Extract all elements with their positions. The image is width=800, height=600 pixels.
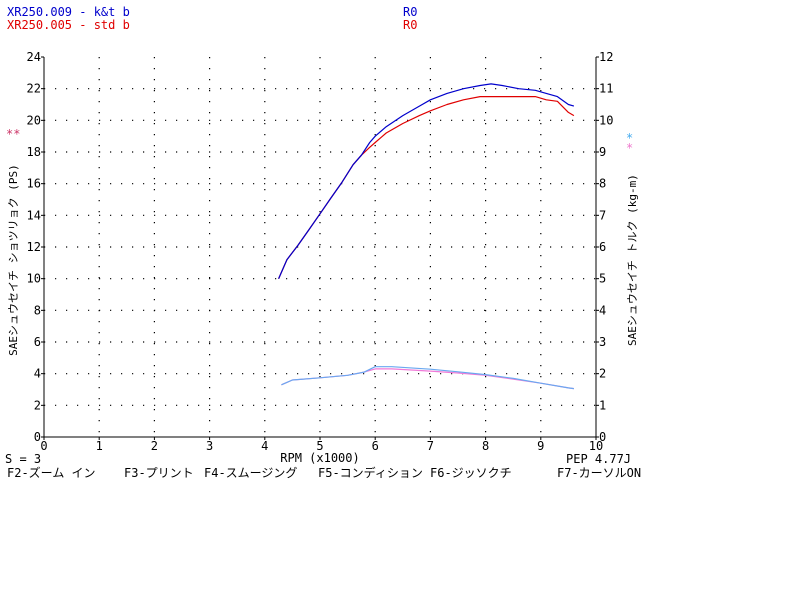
x-tick-label: 0: [40, 439, 47, 453]
series-lines: [278, 83, 575, 390]
y-right-tick-label: 6: [599, 240, 606, 254]
key-smoothing[interactable]: F4-スムージング: [204, 466, 298, 480]
x-tick-label: 2: [151, 439, 158, 453]
y-right-tick-label: 0: [599, 430, 606, 444]
key-condition[interactable]: F5-コンディション: [318, 466, 423, 480]
torque-line-run2: [281, 368, 574, 390]
x-tick-label: 10: [589, 439, 603, 453]
grid-dots: [44, 57, 596, 437]
power-line-run1: [278, 83, 575, 279]
y-left-tick-label: 2: [34, 398, 41, 412]
y-right-tick-label: 1: [599, 398, 606, 412]
torque-line-run1: [281, 366, 574, 390]
y-right-tick-label: 10: [599, 113, 613, 127]
x-tick-label: 5: [316, 439, 323, 453]
y-left-tick-label: 16: [27, 177, 41, 191]
y-right-tick-label: 4: [599, 303, 606, 317]
y-left-tick-label: 6: [34, 335, 41, 349]
x-axis-label: RPM (x1000): [280, 451, 360, 465]
y-left-tick-label: 24: [27, 50, 41, 64]
key-zoom-in[interactable]: F2-ズーム イン: [7, 466, 96, 480]
x-tick-label: 8: [482, 439, 489, 453]
y-right-tick-label: 5: [599, 272, 606, 286]
y-left-tick-label: 20: [27, 113, 41, 127]
tick-labels: 0 1 2 3 4 5 6 7 8 9 100246810121416182022240123456…: [27, 50, 614, 453]
y-right-tick-label: 3: [599, 335, 606, 349]
right-star-marker-bottom: *: [626, 141, 634, 155]
y-left-tick-label: 4: [34, 367, 41, 381]
x-tick-label: 1: [96, 439, 103, 453]
legend-run1: XR250.009 - k&t b: [7, 5, 130, 19]
x-tick-label: 7: [427, 439, 434, 453]
right-star-marker-top: *: [626, 131, 634, 145]
y-right-tick-label: 7: [599, 208, 606, 222]
y-right-axis-label: SAEシュウセイチ トルク (kg-m): [626, 174, 639, 346]
left-star-marker: **: [6, 127, 21, 141]
legend-run1-r: R0: [403, 5, 418, 19]
chart-axes: [41, 56, 599, 440]
x-tick-label: 6: [372, 439, 379, 453]
y-left-tick-label: 14: [27, 208, 41, 222]
y-left-tick-label: 0: [34, 430, 41, 444]
y-left-tick-label: 12: [27, 240, 41, 254]
y-left-tick-label: 18: [27, 145, 41, 159]
key-actual-value[interactable]: F6-ジッソクチ: [430, 466, 512, 480]
y-left-tick-label: 10: [27, 272, 41, 286]
x-tick-label: 9: [537, 439, 544, 453]
y-right-tick-label: 2: [599, 367, 606, 381]
y-right-tick-label: 9: [599, 145, 606, 159]
x-tick-label: 4: [261, 439, 268, 453]
pep-value: PEP 4.77J: [566, 452, 632, 466]
y-right-tick-label: 11: [599, 82, 613, 96]
y-right-tick-label: 8: [599, 177, 606, 191]
power-line-run2: [278, 95, 575, 279]
key-print[interactable]: F3-プリント: [124, 466, 194, 480]
smoothing-value: S = 3: [5, 452, 42, 466]
key-cursor-on[interactable]: F7-カーソルON: [557, 466, 642, 480]
y-left-axis-label: SAEシュウセイチ ショツリョク (PS): [7, 164, 20, 356]
legend-run2: XR250.005 - std b: [7, 18, 130, 32]
y-left-tick-label: 8: [34, 303, 41, 317]
x-tick-label: 3: [206, 439, 213, 453]
y-right-tick-label: 12: [599, 50, 613, 64]
y-left-tick-label: 22: [27, 82, 41, 96]
legend-run2-r: R0: [403, 18, 418, 32]
